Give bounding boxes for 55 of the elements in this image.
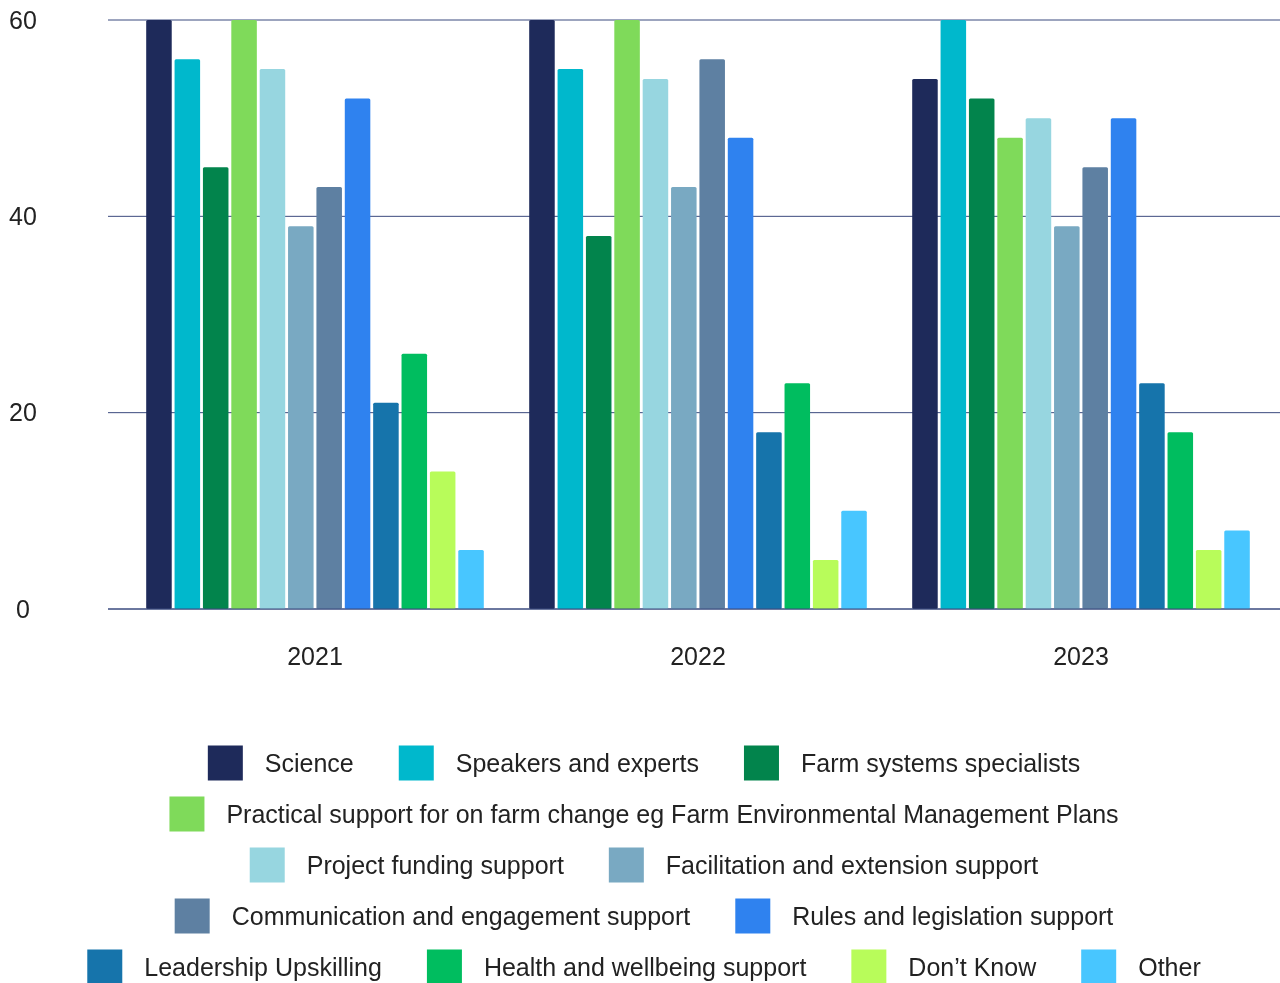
x-tick-label: 2021 [287,641,343,670]
bar [529,20,555,609]
legend-label: Other [1138,952,1201,981]
bar [642,78,669,609]
legend-label: Facilitation and extension support [665,850,1039,879]
x-tick-label: 2022 [670,641,726,670]
bar [1025,118,1052,609]
bar [231,20,257,609]
bar [671,186,697,609]
bar [784,383,811,609]
bar [202,167,229,609]
legend-label: Farm systems specialists [800,748,1081,777]
bar [614,20,640,609]
y-tick-label: 60 [9,5,37,34]
bar [756,432,782,609]
y-tick-label: 20 [9,398,37,427]
legend-label: Don’t Know [908,952,1038,981]
legend-label: Rules and legislation support [792,901,1114,930]
bar [968,98,995,609]
bar [812,559,839,609]
bar [997,137,1023,609]
legend-label: Speakers and experts [455,748,699,777]
bar [1195,550,1222,609]
bar [316,186,342,609]
bar [1139,383,1165,609]
bar [458,550,484,609]
bar [146,20,172,609]
bar [727,137,754,609]
bar [699,59,725,609]
bar [288,226,314,609]
legend-label: Communication and engagement support [231,901,691,930]
y-tick-label: 0 [16,594,30,623]
x-tick-label: 2023 [1053,641,1109,670]
legend-label: Science [264,748,354,777]
bar [1110,118,1137,609]
bar [344,98,371,609]
legend-label: Leadership Upskilling [144,952,382,981]
legend-label: Health and wellbeing support [483,952,807,981]
bar [259,69,286,609]
bar [1054,226,1080,609]
legend-label: Practical support for on farm change eg Farm Environmental Management Plans [226,799,1119,828]
legend-label: Project funding support [306,850,564,879]
bar [585,235,612,609]
bar [1224,530,1250,609]
bar [940,20,967,609]
bar [1082,167,1108,609]
y-tick-label: 40 [9,202,37,231]
bar [912,78,938,609]
bar [174,59,201,609]
bar [841,510,867,609]
bar [373,402,399,609]
bar [1167,432,1194,609]
bar [401,353,428,609]
bar [429,471,456,609]
bar [557,69,584,609]
